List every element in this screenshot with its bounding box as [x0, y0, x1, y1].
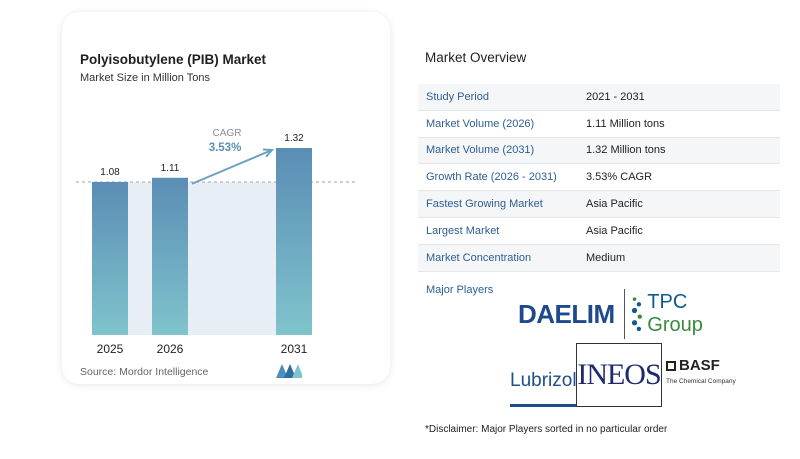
basf-tagline: The Chemical Company: [666, 378, 736, 385]
bar-2025: [92, 182, 128, 335]
mordor-logo-icon: [276, 364, 302, 378]
overview-row-label: Study Period: [426, 90, 489, 103]
lubrizol-logo: Lubrizol: [510, 357, 577, 407]
overview-row: Growth Rate (2026 - 2031) 3.53% CAGR: [418, 164, 780, 192]
overview-row-value: 1.11 Million tons: [586, 117, 665, 130]
overview-row-value: 1.32 Million tons: [586, 144, 666, 157]
cagr-value: 3.53%: [209, 142, 242, 154]
overview-row-label: Market Volume (2026): [426, 117, 535, 130]
major-players-label: Major Players: [426, 284, 494, 296]
disclaimer-note: *Disclaimer: Major Players sorted in no …: [425, 424, 668, 435]
major-players-logos: DAELIM TPC Group Lubrizol INEOS BASF The…: [508, 283, 736, 411]
overview-row-label: Growth Rate (2026 - 2031): [426, 171, 557, 184]
overview-row-label: Largest Market: [426, 224, 500, 237]
tpc-dots-icon: [631, 297, 642, 332]
overview-row-label: Market Volume (2031): [426, 144, 535, 157]
chart-title: Polyisobutylene (PIB) Market: [80, 52, 267, 67]
overview-row-value: Asia Pacific: [586, 224, 643, 237]
basf-square-icon: [666, 360, 676, 371]
basf-wordmark: BASF: [666, 357, 720, 374]
cagr-arrow-line: [191, 149, 273, 185]
data-label-2031: 1.32: [284, 133, 304, 144]
bar-2031: [276, 148, 312, 335]
overview-row-value: 2021 - 2031: [586, 90, 645, 103]
overview-row-value: Medium: [586, 251, 626, 264]
chart-subtitle: Market Size in Million Tons: [80, 72, 211, 84]
overview-row: Study Period 2021 - 2031: [418, 84, 780, 111]
overview-row: Market Volume (2031) 1.32 Million tons: [418, 137, 780, 165]
source-note: Source: Mordor Intelligence: [80, 366, 209, 378]
cagr-label: CAGR: [213, 128, 242, 139]
tpc-group-text: TPC Group: [647, 291, 703, 336]
overview-table: Study Period 2021 - 2031 Market Volume (20…: [418, 84, 780, 272]
overview-row-label: Fastest Growing Market: [426, 198, 543, 211]
overview-row: Market Volume (2026) 1.11 Million tons: [418, 111, 780, 138]
tpc-group-logo: TPC Group: [624, 289, 736, 339]
cagr-shade-region: [188, 182, 276, 335]
overview-row: Market Concentration Medium: [418, 244, 780, 272]
overview-row: Largest Market Asia Pacific: [418, 218, 780, 245]
bar-2026: [152, 177, 188, 335]
data-label-2025: 1.08: [100, 167, 120, 178]
bar-chart: 1.08 2025 1.11 2026 1.32 2031 CAGR 3.53%: [76, 128, 358, 356]
overview-row-value: Asia Pacific: [586, 198, 643, 211]
data-label-2026: 1.11: [161, 163, 180, 174]
ineos-logo: INEOS: [576, 343, 662, 407]
overview-row: Fastest Growing Market Asia Pacific: [418, 191, 780, 218]
gap-shade-region: [128, 182, 152, 335]
overview-row-label: Market Concentration: [426, 251, 532, 264]
overview-row-value: 3.53% CAGR: [586, 171, 653, 184]
basf-logo: BASF The Chemical Company: [666, 357, 736, 401]
daelim-logo: DAELIM: [518, 298, 615, 329]
x-tick-2025: 2025: [97, 342, 124, 356]
x-tick-2031: 2031: [281, 342, 308, 356]
basf-name: BASF: [679, 357, 720, 374]
overview-title: Market Overview: [425, 50, 527, 65]
cagr-arrow-head-icon: [262, 148, 275, 158]
x-tick-2026: 2026: [157, 342, 184, 356]
